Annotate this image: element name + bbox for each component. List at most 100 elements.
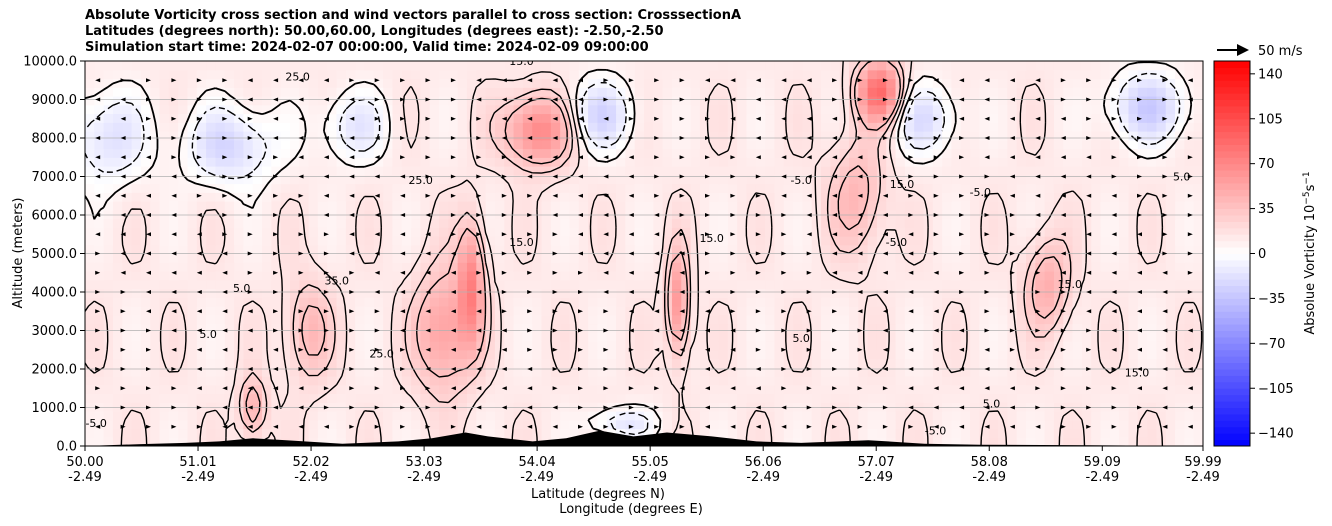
vorticity-cell <box>718 183 729 193</box>
vorticity-cell <box>1091 209 1102 220</box>
vorticity-cell <box>271 78 282 88</box>
vorticity-cell <box>327 271 338 281</box>
vorticity-cell <box>1184 428 1195 438</box>
vorticity-cell <box>811 192 822 202</box>
vorticity-cell <box>848 218 859 228</box>
vorticity-cell <box>802 393 813 403</box>
vorticity-cell <box>662 78 673 88</box>
vorticity-cell <box>224 376 235 386</box>
vorticity-cell <box>215 139 226 150</box>
vorticity-cell <box>839 314 850 325</box>
vorticity-cell <box>988 218 999 228</box>
vorticity-cell <box>793 437 803 446</box>
vorticity-cell <box>1044 428 1055 438</box>
vorticity-cell <box>122 428 133 438</box>
vorticity-cell <box>876 288 887 298</box>
vorticity-cell <box>1109 244 1120 255</box>
vorticity-cell <box>392 279 403 290</box>
vorticity-cell <box>746 367 757 377</box>
vorticity-cell <box>886 402 897 412</box>
vorticity-cell <box>755 166 766 176</box>
vorticity-cell <box>224 332 235 342</box>
vorticity-cell <box>280 402 291 412</box>
vorticity-cell <box>1100 174 1111 185</box>
vorticity-cell <box>616 122 626 132</box>
vorticity-cell <box>588 227 599 237</box>
vorticity-cell <box>1128 393 1139 403</box>
vorticity-cell <box>848 384 859 395</box>
vorticity-cell <box>215 297 226 307</box>
vorticity-cell <box>466 419 477 430</box>
vorticity-cell <box>1025 87 1036 97</box>
vorticity-cell <box>383 358 394 368</box>
vorticity-cell <box>345 262 356 272</box>
vorticity-cell <box>914 437 925 446</box>
vorticity-cell <box>383 96 394 106</box>
vorticity-cell <box>634 297 645 307</box>
vorticity-cell <box>327 218 338 228</box>
vorticity-cell <box>560 236 571 246</box>
vorticity-cell <box>178 183 189 193</box>
vorticity-cell <box>1063 437 1074 446</box>
vorticity-cell <box>737 314 748 325</box>
vorticity-cell <box>439 341 449 351</box>
vorticity-cell <box>653 201 664 211</box>
vorticity-cell <box>94 419 105 430</box>
vorticity-cell <box>988 314 999 325</box>
vorticity-cell <box>1081 131 1092 141</box>
vorticity-cell <box>1165 218 1176 228</box>
vorticity-cell <box>1109 183 1120 193</box>
vorticity-cell <box>140 244 151 255</box>
vorticity-cell <box>932 367 943 377</box>
vorticity-cell <box>802 201 813 211</box>
vorticity-cell <box>383 411 394 421</box>
vorticity-cell <box>1147 437 1158 446</box>
vorticity-cell <box>401 201 412 211</box>
vorticity-cell <box>1137 323 1148 333</box>
vorticity-cell <box>466 384 477 395</box>
vorticity-cell <box>690 148 701 158</box>
vorticity-cell <box>746 314 757 325</box>
vorticity-cell <box>532 376 543 386</box>
vorticity-cell <box>327 402 338 412</box>
vorticity-cell <box>774 393 785 403</box>
vorticity-cell <box>504 253 515 263</box>
vorticity-cell <box>383 297 394 307</box>
vorticity-cell <box>848 428 859 438</box>
vorticity-cell <box>1156 157 1167 167</box>
vorticity-cell <box>560 384 571 395</box>
vorticity-cell <box>271 157 282 167</box>
vorticity-cell <box>932 262 943 272</box>
vorticity-cell <box>224 402 235 412</box>
vorticity-cell <box>513 279 524 290</box>
vorticity-cell <box>1175 323 1185 333</box>
vorticity-cell <box>196 376 207 386</box>
vorticity-cell <box>774 314 785 325</box>
vorticity-cell <box>336 428 347 438</box>
vorticity-cell <box>793 122 803 132</box>
vorticity-cell <box>131 87 142 97</box>
vorticity-cell <box>206 402 217 412</box>
vorticity-cell <box>187 332 198 342</box>
vorticity-cell <box>671 349 682 360</box>
vorticity-cell <box>886 288 897 298</box>
vorticity-cell <box>364 253 375 263</box>
vorticity-cell <box>970 262 980 272</box>
vorticity-cell <box>271 358 282 368</box>
vorticity-cell <box>364 419 375 430</box>
vorticity-cell <box>224 131 235 141</box>
vorticity-cell <box>289 104 300 115</box>
vorticity-cell <box>998 166 1008 176</box>
vorticity-cell <box>588 393 599 403</box>
vorticity-cell <box>616 271 626 281</box>
vorticity-cell <box>448 166 459 176</box>
vorticity-cell <box>839 376 850 386</box>
vorticity-cell <box>876 192 887 202</box>
vorticity-cell <box>951 122 962 132</box>
vorticity-cell <box>243 279 254 290</box>
vorticity-cell <box>1193 209 1203 220</box>
vorticity-cell <box>215 113 226 123</box>
vorticity-cell <box>168 87 179 97</box>
vorticity-cell <box>737 122 748 132</box>
vorticity-cell <box>709 341 720 351</box>
